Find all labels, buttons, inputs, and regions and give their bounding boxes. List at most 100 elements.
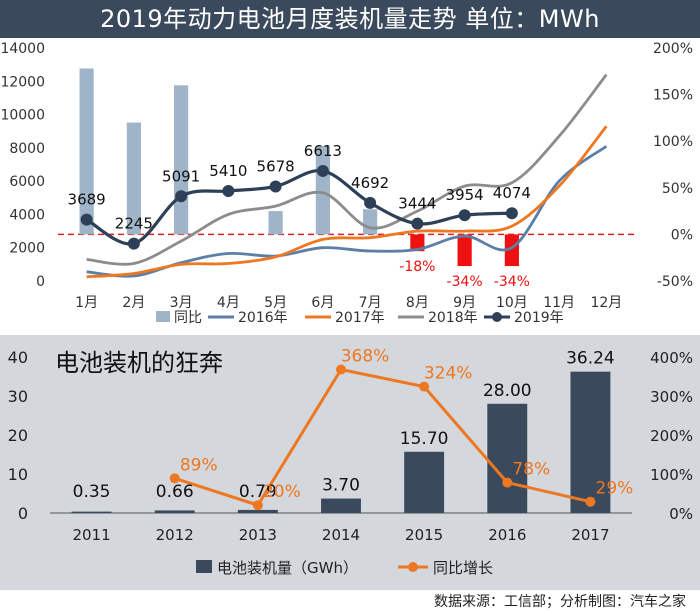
series-marker — [505, 207, 518, 220]
legend-marker — [408, 562, 418, 572]
y2-tick-label: 300% — [650, 388, 693, 406]
bar-value-label: 0.79 — [239, 482, 277, 502]
value-label: 5091 — [162, 167, 200, 185]
value-label: 2245 — [115, 215, 153, 233]
series-marker — [458, 209, 471, 222]
y2-tick-label: 0% — [671, 227, 693, 243]
x-tick-label: 2月 — [122, 295, 145, 311]
yoy-bar — [410, 234, 425, 252]
monthly-install-chart: 0 2000 4000 6000 8000 10000 12000 14000 -50% 0% 50… — [0, 41, 693, 326]
legend-label: 2018年 — [428, 310, 478, 326]
growth-label: 78% — [512, 460, 550, 480]
yoy-label: -34% — [447, 274, 483, 290]
y2-tick-label: 100% — [650, 466, 693, 484]
value-label: 3954 — [446, 186, 484, 204]
y-tick-label: 2000 — [9, 241, 45, 257]
y2-tick-label: 0% — [669, 505, 693, 523]
install-bar — [570, 371, 611, 513]
value-label: 4074 — [493, 184, 531, 202]
growth-marker — [336, 364, 346, 375]
legend-swatch — [196, 560, 212, 573]
legend-label: 2019年 — [514, 310, 564, 326]
yoy-bar — [268, 211, 283, 235]
legend-swatch — [156, 311, 170, 322]
x-tick-label: 1月 — [75, 295, 98, 311]
y2-tick-label: -50% — [657, 274, 693, 290]
x-tick-label: 2012 — [156, 526, 194, 544]
value-label: 3444 — [398, 195, 436, 213]
growth-marker — [419, 381, 430, 392]
growth-label: 89% — [180, 455, 218, 475]
legend-label: 2017年 — [335, 310, 385, 326]
series-line — [85, 169, 512, 246]
y-tick-label: 0 — [36, 274, 45, 290]
series-marker — [80, 213, 93, 226]
y2-tick-label: 50% — [662, 181, 693, 197]
bar-value-label: 15.70 — [400, 429, 449, 449]
legend-label: 2016年 — [238, 310, 288, 326]
value-label: 5410 — [209, 162, 247, 180]
value-label: 4692 — [351, 174, 389, 192]
series-line — [86, 125, 608, 279]
value-label: 5678 — [257, 158, 295, 176]
x-tick-label: 11月 — [543, 295, 575, 311]
y2-tick-label: 400% — [650, 349, 693, 367]
legend-marker — [492, 312, 502, 322]
y-tick-label: 6000 — [9, 174, 45, 190]
yoy-bar — [457, 234, 472, 267]
y-tick-label: 40 — [8, 348, 28, 367]
series-marker — [269, 180, 282, 193]
x-tick-label: 10月 — [496, 295, 528, 311]
y-tick-label: 0 — [18, 504, 28, 523]
annual-chart-title: 电池装机的狂奔 — [55, 349, 223, 377]
x-tick-label: 6月 — [311, 295, 334, 311]
yoy-bar — [363, 209, 378, 235]
growth-label: 324% — [424, 364, 473, 384]
bar-value-label: 36.24 — [566, 349, 615, 369]
bar-value-label: 0.66 — [156, 482, 194, 502]
growth-label: 368% — [341, 346, 390, 366]
x-tick-label: 12月 — [590, 295, 622, 311]
chart-title: 2019年动力电池月度装机量走势 单位：MWh — [100, 5, 600, 33]
x-tick-label: 2015 — [405, 526, 443, 544]
y-tick-label: 14000 — [0, 41, 45, 57]
x-tick-label: 3月 — [170, 295, 193, 311]
yoy-label: -18% — [399, 259, 435, 275]
series-marker — [127, 237, 140, 250]
growth-line — [174, 367, 591, 507]
x-tick-label: 2013 — [239, 526, 277, 544]
y-tick-label: 10 — [8, 465, 28, 484]
x-tick-label: 2014 — [322, 526, 360, 544]
yoy-bar — [126, 122, 141, 235]
x-tick-label: 4月 — [217, 295, 240, 311]
y-tick-label: 4000 — [9, 207, 45, 223]
x-tick-label: 9月 — [453, 295, 476, 311]
x-tick-label: 7月 — [359, 295, 382, 311]
growth-marker — [585, 496, 596, 507]
install-bar — [404, 451, 445, 513]
bar-value-label: 3.70 — [322, 476, 360, 496]
install-bar — [154, 510, 195, 513]
y-tick-label: 8000 — [9, 141, 45, 157]
y2-tick-label: 200% — [650, 427, 693, 445]
y2-tick-label: 150% — [653, 88, 693, 104]
yoy-bar — [79, 68, 94, 235]
series-marker — [222, 184, 235, 197]
y-tick-label: 10000 — [0, 108, 45, 124]
y-tick-label: 20 — [8, 426, 28, 445]
x-tick-label: 5月 — [264, 295, 287, 311]
legend-label: 同比增长 — [433, 559, 493, 577]
growth-marker — [169, 473, 180, 484]
x-tick-label: 2016 — [488, 526, 526, 544]
series-marker — [411, 217, 424, 230]
series-line — [86, 73, 608, 266]
title-bar: 2019年动力电池月度装机量走势 单位：MWh — [0, 0, 700, 38]
y2-tick-label: 200% — [653, 41, 693, 57]
growth-label: 29% — [596, 479, 634, 499]
legend-label: 电池装机量（GWh） — [217, 559, 358, 577]
series-marker — [364, 196, 377, 209]
value-label: 3689 — [68, 191, 106, 209]
series-marker — [175, 190, 188, 203]
yoy-bar — [174, 85, 189, 235]
